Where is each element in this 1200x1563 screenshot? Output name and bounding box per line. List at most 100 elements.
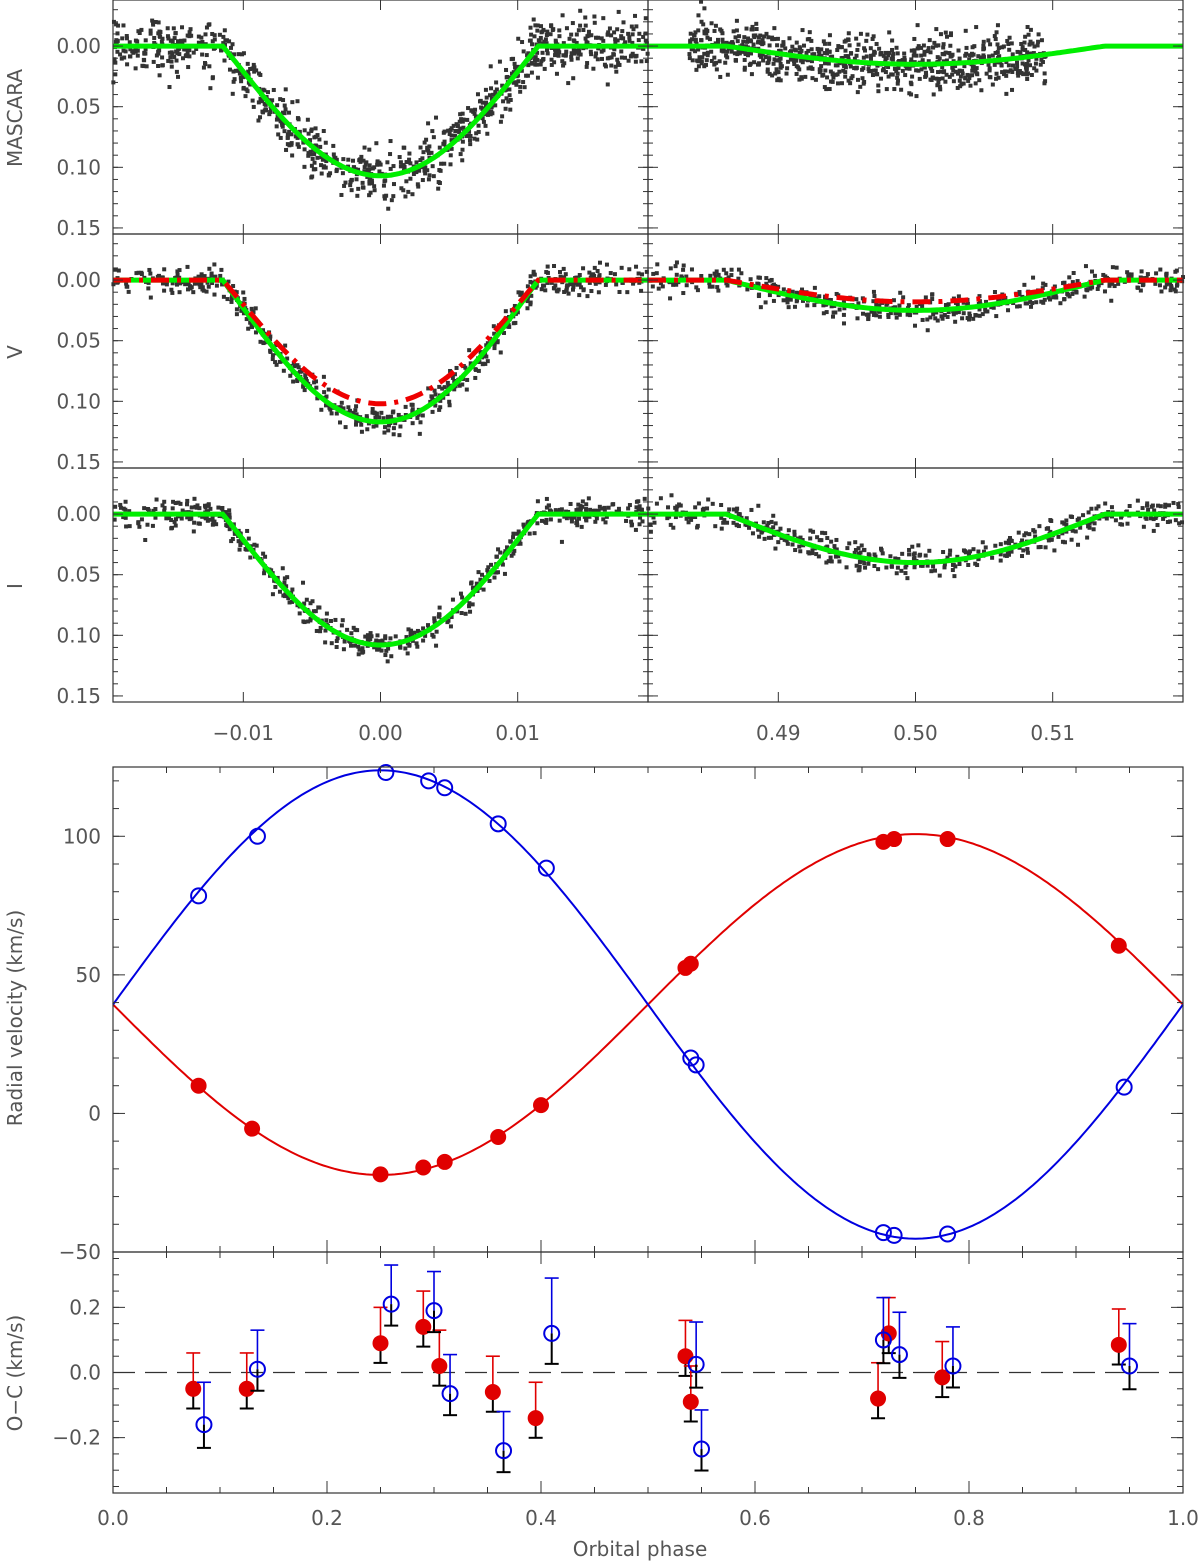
lc-data-point bbox=[437, 181, 442, 186]
lc-data-point bbox=[246, 69, 251, 74]
lc-data-point bbox=[968, 73, 973, 78]
lc-data-point bbox=[750, 27, 755, 32]
lc-data-point bbox=[1034, 68, 1039, 73]
lc-data-point bbox=[437, 145, 442, 150]
lc-data-point bbox=[133, 46, 138, 51]
lc-data-point bbox=[1008, 68, 1013, 73]
lc-data-point bbox=[112, 517, 117, 522]
lc-ytick-label: 0.00 bbox=[56, 502, 101, 526]
lc-data-point bbox=[1033, 61, 1038, 66]
lc-data-point bbox=[640, 272, 645, 277]
lc-data-point bbox=[1103, 501, 1108, 506]
lc-data-point bbox=[559, 508, 564, 513]
lc-data-point bbox=[274, 117, 279, 122]
lc-data-point bbox=[584, 64, 589, 69]
lc-data-point bbox=[133, 49, 138, 54]
lc-data-point bbox=[762, 34, 767, 39]
oc-ylabel: O−C (km/s) bbox=[3, 1315, 27, 1432]
lc-data-point bbox=[503, 549, 508, 554]
lc-data-point bbox=[1087, 525, 1092, 530]
lc-data-point bbox=[406, 189, 411, 194]
lc-data-point bbox=[1091, 527, 1096, 532]
lc-data-point bbox=[511, 56, 516, 61]
lc-data-point bbox=[921, 43, 926, 48]
lc-data-point bbox=[813, 77, 818, 82]
lc-data-point bbox=[461, 125, 466, 130]
lc-data-point bbox=[179, 516, 184, 521]
lc-data-point bbox=[185, 264, 190, 269]
lc-xtick-label: −0.01 bbox=[213, 721, 274, 745]
lc-data-point bbox=[283, 343, 288, 348]
lc-data-point bbox=[203, 516, 208, 521]
lc-data-point bbox=[404, 635, 409, 640]
lc-data-point bbox=[549, 57, 554, 62]
lc-data-point bbox=[1161, 516, 1166, 521]
lc-data-point bbox=[124, 34, 129, 39]
lc-data-point bbox=[806, 66, 811, 71]
lc-data-point bbox=[967, 57, 972, 62]
lc-data-point bbox=[634, 505, 639, 510]
lc-data-point bbox=[1043, 545, 1048, 550]
lc-data-point bbox=[860, 67, 865, 72]
lc-data-point bbox=[623, 55, 628, 60]
lc-data-point bbox=[1038, 544, 1043, 549]
lc-data-point bbox=[718, 74, 723, 79]
lc-data-point bbox=[189, 505, 194, 510]
lc-data-point bbox=[601, 16, 606, 21]
lc-data-point bbox=[418, 145, 423, 150]
lc-data-point bbox=[951, 79, 956, 84]
lc-data-point bbox=[511, 321, 516, 326]
lc-data-point bbox=[709, 58, 714, 63]
lc-data-point bbox=[974, 25, 979, 30]
lc-data-point bbox=[560, 13, 565, 18]
lc-data-point bbox=[588, 507, 593, 512]
lc-data-point bbox=[717, 59, 722, 64]
lc-data-point bbox=[822, 85, 827, 90]
lc-data-point bbox=[1027, 42, 1032, 47]
lc-data-point bbox=[1062, 540, 1067, 545]
lc-data-point bbox=[349, 643, 354, 648]
lc-data-point bbox=[998, 552, 1003, 557]
lc-data-point bbox=[750, 531, 755, 536]
lc-data-point bbox=[535, 62, 540, 67]
lc-data-point bbox=[368, 176, 373, 181]
lc-data-point bbox=[630, 40, 635, 45]
lc-data-point bbox=[514, 82, 519, 87]
lc-data-point bbox=[115, 49, 120, 54]
lc-data-point bbox=[748, 277, 753, 282]
lc-data-point bbox=[422, 168, 427, 173]
lc-data-point bbox=[577, 273, 582, 278]
lc-data-point bbox=[826, 61, 831, 66]
lc-data-point bbox=[884, 565, 889, 570]
lc-data-point bbox=[502, 571, 507, 576]
lc-data-point bbox=[785, 300, 790, 305]
lc-data-point bbox=[895, 565, 900, 570]
lc-data-point bbox=[245, 61, 250, 66]
lc-data-point bbox=[192, 520, 197, 525]
lc-data-point bbox=[169, 287, 174, 292]
lc-data-point bbox=[586, 496, 591, 501]
lc-data-point bbox=[941, 550, 946, 555]
lc-data-point bbox=[232, 531, 237, 536]
lc-data-point bbox=[579, 505, 584, 510]
lc-data-point bbox=[141, 57, 146, 62]
lc-data-point bbox=[1076, 516, 1081, 521]
lc-data-point bbox=[504, 75, 509, 80]
lc-ytick-label: 0.00 bbox=[56, 34, 101, 58]
lc-data-point bbox=[940, 65, 945, 70]
lc-data-point bbox=[254, 543, 259, 548]
lc-data-point bbox=[825, 75, 830, 80]
lc-data-point bbox=[263, 102, 268, 107]
lc-data-point bbox=[817, 67, 822, 72]
lc-data-point bbox=[504, 96, 509, 101]
lc-data-point bbox=[710, 501, 715, 506]
lc-data-point bbox=[790, 56, 795, 61]
lc-data-point bbox=[1163, 502, 1168, 507]
lc-data-point bbox=[1048, 529, 1053, 534]
lc-data-point bbox=[361, 158, 366, 163]
lc-data-point bbox=[794, 290, 799, 295]
lc-data-point bbox=[822, 41, 827, 46]
lc-model-dashed-line bbox=[648, 277, 1183, 305]
lc-data-point bbox=[696, 64, 701, 69]
lc-data-point bbox=[809, 38, 814, 43]
